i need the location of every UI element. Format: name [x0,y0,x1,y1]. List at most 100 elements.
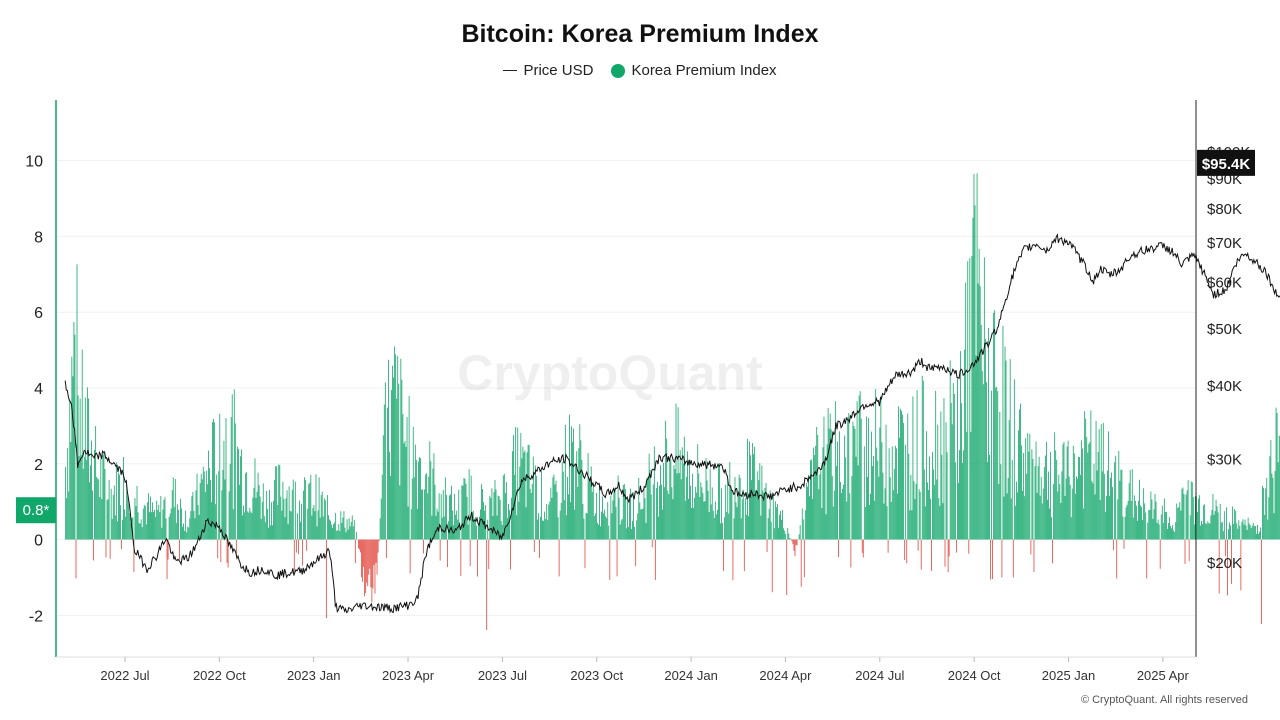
premium-bar [382,435,384,540]
premium-bar [607,502,609,540]
premium-bar [343,511,345,540]
premium-bar [1015,481,1017,540]
premium-bar [514,474,516,540]
premium-bar [639,502,641,540]
premium-bar [455,514,457,540]
premium-bar [91,440,92,540]
premium-bar [354,539,356,564]
premium-bar [1180,510,1182,540]
premium-bar [1113,539,1115,551]
premium-bar [668,493,670,540]
premium-bar [900,408,901,540]
premium-bar [662,509,663,540]
premium-bar [616,539,618,577]
premium-bar [202,466,204,540]
premium-bar [344,527,346,540]
premium-bar [128,500,130,540]
premium-bar [1239,525,1241,540]
premium-bar [419,457,420,540]
premium-bar [388,359,389,540]
premium-bar [72,376,74,540]
premium-bar [1242,519,1244,540]
premium-bar [436,508,438,540]
premium-bar [241,449,242,540]
premium-bar [457,519,459,540]
premium-bar [231,394,233,540]
premium-bar [337,530,339,540]
premium-bar [139,523,141,540]
premium-bar [1080,474,1081,540]
premium-bar [105,539,107,558]
premium-bar [451,485,452,540]
legend-item-price[interactable]: Price USD [503,62,593,79]
premium-bar [930,498,931,540]
premium-bar [642,508,644,540]
premium-bar [71,356,73,540]
x-tick-label: 2022 Oct [193,668,246,683]
premium-bar [690,485,691,540]
premium-bar [524,450,526,540]
premium-bar [1116,539,1118,579]
premium-bar [796,539,798,546]
premium-bar [505,482,507,540]
legend-item-premium[interactable]: Korea Premium Index [611,62,777,79]
premium-bar [633,492,635,540]
premium-bar [355,532,357,540]
premium-bar [703,501,705,540]
premium-bar [1208,522,1210,540]
premium-bar [459,522,461,540]
premium-bar [106,500,108,540]
premium-bar [1172,525,1173,540]
premium-bar [163,499,165,540]
premium-bar [727,479,729,540]
premium-bar [1273,513,1275,540]
premium-bar [839,431,840,540]
premium-bar [441,517,443,540]
premium-bar [952,383,954,540]
premium-bar [465,483,467,540]
premium-bar [326,495,328,540]
premium-bar [304,477,306,540]
premium-bar [927,482,928,540]
premium-bar [522,446,524,540]
left-tick-label: 0 [34,533,43,550]
premium-bar [1258,533,1259,540]
premium-bar [1073,453,1075,540]
premium-bar [842,488,843,540]
premium-bar [501,524,503,540]
premium-bar [588,481,590,540]
premium-bar [1060,503,1062,540]
premium-bar [809,496,810,540]
premium-bar [268,527,269,540]
premium-bar [1215,499,1217,540]
premium-bar [859,391,861,540]
premium-bar [238,448,239,540]
premium-bar [745,514,747,540]
premium-bar [895,448,897,540]
premium-bar [886,506,888,540]
premium-bar [1155,501,1157,540]
premium-bar [159,512,161,540]
premium-bar [955,539,957,553]
premium-bar [618,497,620,540]
premium-bar [897,493,898,540]
premium-bar [1055,450,1057,540]
premium-bar [999,412,1001,540]
premium-bar [969,258,971,540]
premium-bar [1098,429,1100,540]
premium-bar [644,498,646,540]
premium-bar [187,526,189,540]
premium-bar [1133,495,1135,540]
premium-bar [772,494,774,540]
premium-bar [493,492,495,540]
premium-bar [478,524,479,540]
premium-bar [1163,498,1165,540]
premium-bar [1246,529,1248,540]
premium-bar [1044,455,1046,540]
premium-bar [848,412,850,540]
premium-bar [1071,488,1073,540]
premium-bar [1004,346,1006,540]
premium-bar [631,529,632,540]
premium-bar [718,466,719,540]
premium-bar [575,463,577,540]
